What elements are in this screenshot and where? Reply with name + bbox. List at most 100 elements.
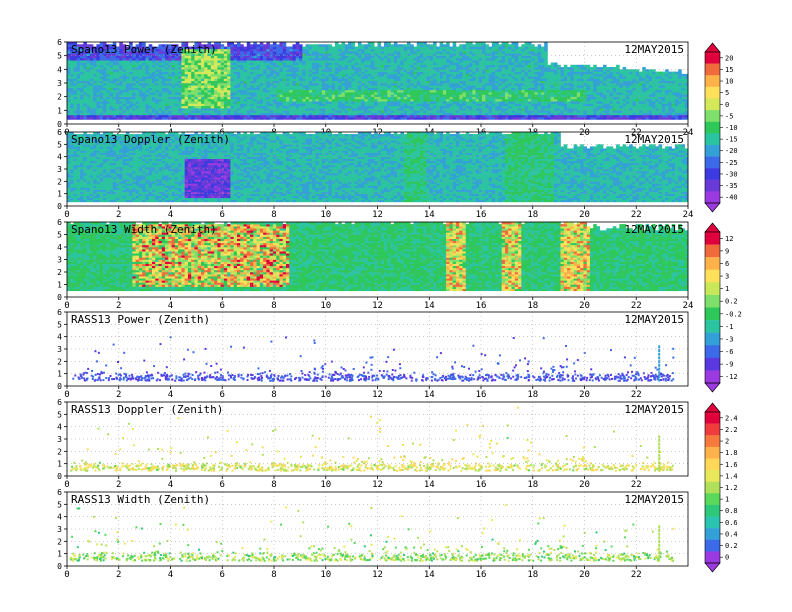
panel-1-cell (197, 76, 202, 79)
panel-1-cell (465, 94, 470, 97)
panel-1-cell (223, 55, 228, 59)
panel-1-cell (550, 101, 555, 104)
panel-1-cell (508, 73, 512, 77)
panel-1-cell (419, 53, 424, 56)
panel-1-cell (501, 108, 506, 111)
panel-1-cell (397, 48, 401, 52)
panel-1-cell (403, 73, 408, 77)
panel-1-cell (436, 98, 440, 102)
panel-1-cell (475, 60, 480, 63)
panel-1-cell (534, 51, 538, 54)
panel-1-cell (367, 69, 372, 72)
panel-1-cell (321, 80, 326, 84)
panel-1-cell (354, 108, 359, 111)
panel-1-cell (442, 101, 447, 104)
panel-1-cell (442, 51, 447, 54)
panel-1-cell (410, 87, 414, 91)
panel-1-cell (129, 85, 133, 88)
panel-1-cell (439, 53, 444, 56)
panel-1-cell (380, 53, 385, 56)
panel-1-cell (351, 48, 355, 52)
panel-1-cell (250, 85, 254, 88)
panel-1-cell (498, 57, 502, 61)
panel-1-cell (406, 48, 411, 52)
panel-1-cell (485, 48, 489, 52)
panel-1-cell (214, 76, 218, 79)
panel-1-cell (269, 83, 274, 86)
panel-1-cell (377, 55, 382, 59)
panel-1-cell (119, 57, 123, 61)
panel-1-cell (165, 117, 169, 120)
panel-1-cell (485, 114, 489, 118)
panel-1-cell (155, 62, 159, 66)
panel-1-cell (138, 46, 143, 50)
panel-1-cell (174, 48, 179, 52)
panel-1-cell (478, 96, 483, 100)
panel-1-cell (469, 46, 473, 50)
panel-1-cell (455, 80, 460, 84)
panel-1-cell (299, 62, 303, 66)
panel-1-cell (122, 62, 127, 66)
panel-1-cell (328, 112, 333, 116)
panel-1-cell (70, 44, 74, 47)
panel-1-cell (433, 51, 437, 54)
panel-1-cell (446, 92, 450, 95)
panel-1-cell (367, 98, 372, 102)
panel-1-cell (482, 73, 486, 77)
panel-1-cell (73, 112, 78, 116)
panel-1-cell (168, 69, 172, 72)
panel-1-cell (331, 103, 336, 107)
panel-1-cell (335, 105, 339, 109)
panel-1-cell (302, 92, 306, 95)
panel-1-cell (112, 117, 117, 120)
panel-1-cell (129, 87, 133, 91)
panel-1-cell (217, 80, 221, 84)
panel-1-cell (514, 83, 519, 86)
panel-1-cell (236, 44, 241, 47)
panel-1-cell (158, 57, 163, 61)
panel-1-cell (243, 117, 248, 120)
panel-1-cell (93, 103, 97, 107)
panel-1-cell (204, 80, 208, 84)
panel-1-cell (253, 80, 257, 84)
panel-1-cell (184, 108, 189, 111)
panel-1-cell (504, 117, 509, 120)
panel-1-cell (246, 57, 251, 61)
panel-1-cell (433, 112, 437, 116)
panel-1-cell (491, 46, 496, 50)
panel-1-cell (400, 55, 404, 59)
panel-1-cell (413, 51, 418, 54)
panel-1-cell (374, 53, 378, 56)
panel-1-cell (305, 92, 310, 95)
panel-1-cell (501, 57, 506, 61)
panel-1-cell (511, 114, 516, 118)
panel-1-cell (178, 96, 182, 100)
panel-1-cell (302, 53, 306, 56)
panel-1-cell (204, 57, 208, 61)
panel-1-cell (266, 87, 270, 91)
panel-1-cell (403, 96, 408, 100)
panel-1-cell (312, 57, 316, 61)
panel-1-cell (76, 71, 81, 75)
panel-1-cell (223, 64, 228, 68)
panel-1-cell (387, 78, 391, 82)
panel-1-cell (370, 67, 375, 70)
panel-1-cell (384, 76, 388, 79)
panel-1-cell (374, 51, 378, 54)
panel-1-cell (511, 69, 516, 72)
panel-1-cell (289, 92, 293, 95)
panel-1-cell (449, 80, 453, 84)
panel-1-cell (416, 112, 421, 116)
panel-1-cell (436, 110, 440, 113)
panel-1-cell (488, 83, 493, 86)
panel-1-cell (384, 105, 388, 109)
panel-1-cell (285, 98, 290, 102)
panel-1-cell (292, 69, 297, 72)
panel-1-cell (367, 101, 372, 104)
panel-1-cell (455, 112, 460, 116)
panel-1-cell (197, 83, 202, 86)
panel-1-cell (534, 101, 538, 104)
panel-1-cell (469, 44, 473, 47)
panel-1-cell (547, 101, 552, 104)
panel-1-cell (272, 96, 277, 100)
